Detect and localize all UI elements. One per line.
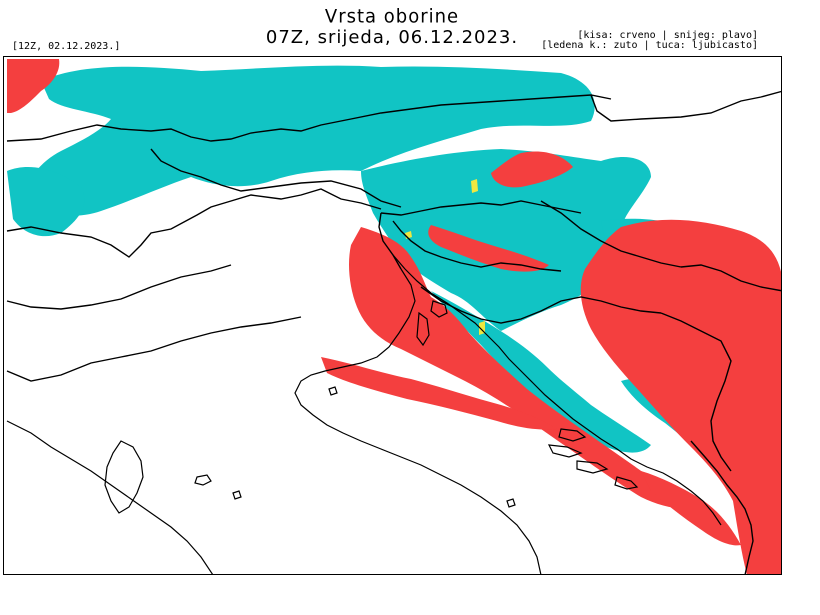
island-brac xyxy=(558,428,587,442)
rain-area-north-adriatic xyxy=(321,357,557,430)
rain-area-northwest xyxy=(7,59,60,113)
snow-area-slovenia-hungary xyxy=(361,149,721,331)
freezing-rain-spot-1 xyxy=(471,179,478,193)
island-tremiti xyxy=(506,498,516,508)
coastlines xyxy=(6,254,722,574)
map-canvas xyxy=(6,59,781,574)
border-italy-inner xyxy=(6,316,302,382)
border-italy-north xyxy=(6,264,232,310)
snow-area-croatia-inland xyxy=(431,291,651,453)
island-hvar xyxy=(547,444,583,458)
island-cres xyxy=(416,311,430,347)
border-bosnia-serbia xyxy=(660,312,732,472)
rain-area-istria-adriatic xyxy=(349,227,701,509)
coast-istria-dalmatia xyxy=(392,254,722,526)
map-subtitle: 07Z, srijeda, 06.12.2023. xyxy=(265,27,519,48)
border-austria-italy xyxy=(150,148,402,208)
border-austria-slovenia xyxy=(380,200,582,216)
island-small-2 xyxy=(232,490,242,500)
legend-line-freezing-hail: [ledena k.: zuto | tuca: ljubicasto] xyxy=(541,40,758,51)
rain-area-montenegro-coast xyxy=(641,471,741,546)
coast-italy-adriatic xyxy=(294,268,542,574)
snow-area-west-alps xyxy=(7,166,85,237)
coast-tyrrhenian xyxy=(6,420,214,574)
rain-area-slovenia-south xyxy=(428,225,549,272)
island-korcula xyxy=(576,460,609,474)
model-run-label: [12Z, 02.12.2023.] xyxy=(12,41,121,52)
border-montenegro xyxy=(690,440,754,574)
island-small-1 xyxy=(328,386,338,396)
border-croatia-hungary xyxy=(540,200,682,268)
rain-area-hungary-north xyxy=(491,151,573,188)
island-krk xyxy=(430,300,448,318)
island-elba xyxy=(194,474,212,486)
precipitation-map xyxy=(3,56,782,575)
country-borders xyxy=(6,90,781,574)
border-hungary-north xyxy=(590,90,781,122)
border-hungary-east xyxy=(680,264,781,292)
snow-area-north-alps xyxy=(21,65,595,216)
map-title: Vrsta oborine xyxy=(324,5,460,28)
legend: [kisa: crveno | snijeg: plavo] [ledena k… xyxy=(541,31,758,51)
legend-line-rain-snow: [kisa: crveno | snijeg: plavo] xyxy=(577,30,758,41)
rain-area-balkan-east xyxy=(580,219,781,574)
island-mljet xyxy=(614,476,639,490)
border-alps-north xyxy=(6,94,612,142)
border-croatia-bosnia xyxy=(420,286,662,324)
island-corsica xyxy=(104,440,144,514)
border-switzerland xyxy=(6,188,382,258)
border-italy-slovenia xyxy=(378,212,402,270)
border-slovenia-croatia xyxy=(392,220,562,272)
